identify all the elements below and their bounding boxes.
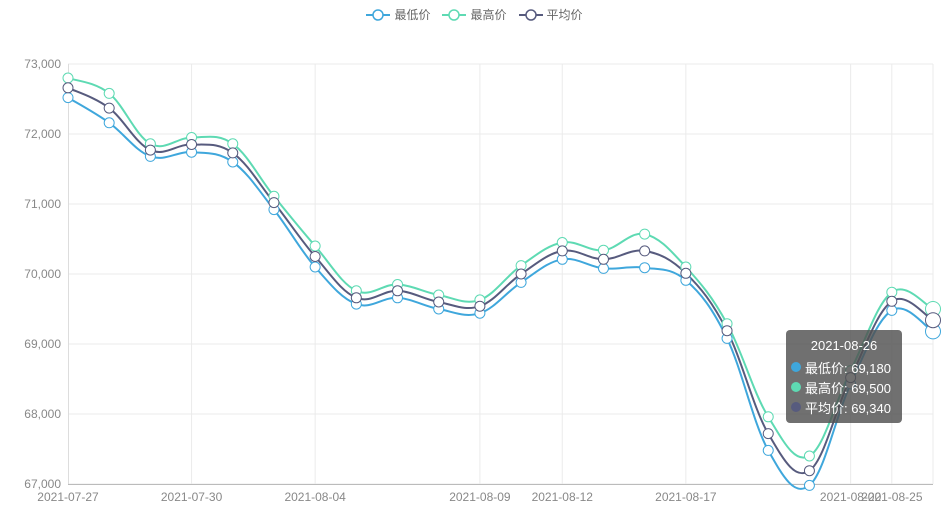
data-point[interactable] [144, 144, 156, 156]
tooltip-row-high: 最高价: 69,500 [786, 377, 902, 397]
y-tick-label: 72,000 [24, 127, 61, 141]
y-tick-label: 73,000 [24, 57, 61, 71]
tooltip-date: 2021-08-26 [810, 338, 878, 353]
data-point[interactable] [762, 444, 774, 456]
legend-high-label: 最高价 [470, 8, 507, 22]
data-point[interactable] [925, 312, 941, 329]
x-tick-label: 2021-07-27 [37, 490, 99, 504]
data-point[interactable] [227, 156, 239, 168]
tooltip-low-dot-icon [791, 362, 801, 372]
x-tick-label: 2021-08-17 [655, 490, 717, 504]
axes: 67,000 68,000 69,000 70,000 71,000 72,000 73,0… [24, 57, 933, 504]
y-tick-label: 67,000 [24, 477, 61, 491]
series-lines [67, 77, 934, 490]
data-point[interactable] [803, 465, 815, 477]
tooltip-low-value: 最低价: 69,180 [805, 360, 891, 376]
data-point[interactable] [309, 261, 321, 273]
tooltip-avg-value: 平均价: 69,340 [805, 400, 891, 416]
data-point[interactable] [803, 450, 815, 462]
tooltip-avg-dot-icon [791, 402, 801, 412]
data-point[interactable] [762, 411, 774, 423]
x-tick-label: 2021-08-04 [284, 490, 346, 504]
data-point[interactable] [62, 72, 74, 84]
series-points[interactable] [62, 72, 941, 491]
legend-item-avg[interactable]: 平均价 [518, 6, 583, 23]
data-point[interactable] [556, 245, 568, 257]
data-point[interactable] [886, 286, 898, 298]
data-point[interactable] [803, 479, 815, 491]
y-tick-label: 68,000 [24, 407, 61, 421]
chart-legend: 最低价 最高价 平均价 [0, 6, 949, 23]
data-point[interactable] [103, 117, 115, 129]
series-line-1 [67, 77, 934, 459]
x-tick-label: 2021-08-25 [861, 490, 923, 504]
data-point[interactable] [433, 296, 445, 308]
y-tick-label: 70,000 [24, 267, 61, 281]
data-point[interactable] [597, 262, 609, 274]
tooltip-high-value: 最高价: 69,500 [805, 380, 891, 396]
data-point[interactable] [62, 82, 74, 94]
data-point[interactable] [103, 87, 115, 99]
x-tick-label: 2021-08-20 [820, 490, 882, 504]
data-point[interactable] [350, 292, 362, 304]
data-point[interactable] [721, 325, 733, 337]
legend-low-label: 最低价 [394, 8, 431, 22]
legend-low-icon [366, 8, 391, 21]
data-point[interactable] [309, 240, 321, 252]
data-point[interactable] [639, 245, 651, 257]
data-point[interactable] [680, 267, 692, 279]
chart-tooltip: 2021-08-26 最低价: 69,180 最高价: 69,500 平均价: … [786, 330, 902, 423]
data-point[interactable] [392, 285, 404, 297]
data-point[interactable] [597, 244, 609, 256]
data-point[interactable] [268, 197, 280, 209]
data-point[interactable] [597, 253, 609, 265]
legend-item-low[interactable]: 最低价 [366, 6, 430, 23]
data-point[interactable] [103, 102, 115, 114]
data-point[interactable] [639, 262, 651, 274]
legend-avg-icon [518, 8, 543, 21]
data-point[interactable] [639, 228, 651, 240]
x-tick-label: 2021-08-09 [449, 490, 511, 504]
data-point[interactable] [762, 428, 774, 440]
data-point[interactable] [309, 251, 321, 262]
data-point[interactable] [62, 92, 74, 104]
tooltip-row-low: 最低价: 69,180 [786, 357, 902, 377]
x-tick-label: 2021-07-30 [161, 490, 223, 504]
data-point[interactable] [227, 138, 239, 150]
legend-high-icon [442, 8, 467, 21]
data-point[interactable] [186, 139, 198, 150]
data-point[interactable] [886, 304, 898, 316]
data-point[interactable] [886, 295, 898, 307]
y-tick-label: 71,000 [24, 197, 61, 211]
legend-avg-label: 平均价 [546, 8, 583, 22]
y-tick-label: 69,000 [24, 337, 61, 351]
tooltip-row-avg: 平均价: 69,340 [786, 397, 902, 417]
tooltip-high-dot-icon [791, 382, 801, 392]
legend-item-high[interactable]: 最高价 [442, 6, 507, 23]
data-point[interactable] [474, 300, 486, 312]
x-tick-label: 2021-08-12 [532, 490, 594, 504]
data-point[interactable] [515, 268, 527, 280]
data-point[interactable] [227, 147, 239, 159]
